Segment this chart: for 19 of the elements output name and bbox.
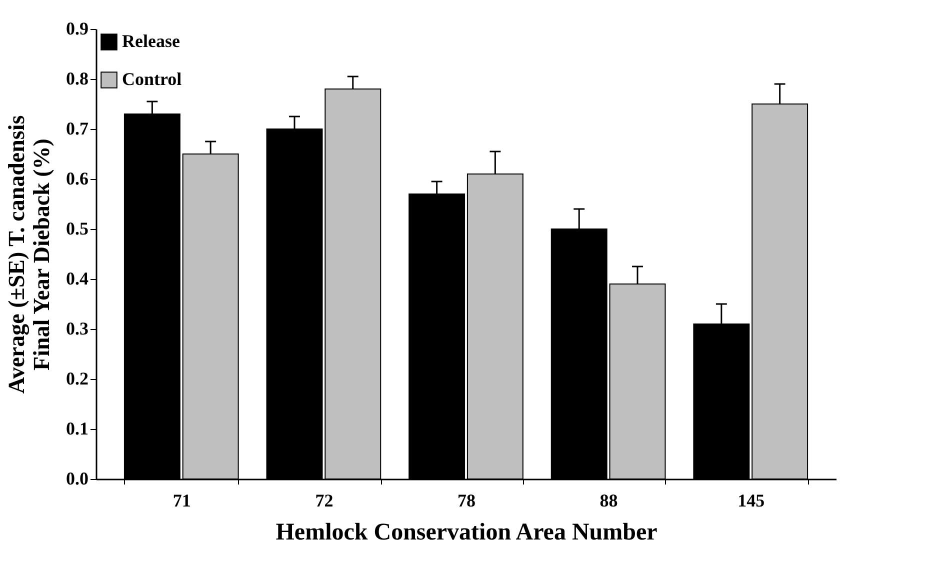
y-tick-label: 0.2 bbox=[66, 368, 88, 388]
x-tick-label: 145 bbox=[738, 490, 765, 510]
y-tick-label: 0.6 bbox=[66, 168, 88, 188]
legend-label: Control bbox=[122, 69, 182, 89]
y-axis-title: Average (±SE) T. canadensis Final Year Dieback (%) bbox=[4, 115, 54, 394]
y-tick-label: 0.9 bbox=[66, 18, 88, 38]
y-tick-label: 0.4 bbox=[66, 268, 88, 288]
y-tick-label: 0.5 bbox=[66, 218, 88, 238]
legend-label: Release bbox=[122, 31, 180, 51]
y-tick-label: 0.8 bbox=[66, 68, 88, 88]
x-tick-label: 88 bbox=[600, 490, 618, 510]
y-tick-label: 0.3 bbox=[66, 318, 88, 338]
x-axis-title: Hemlock Conservation Area Number bbox=[276, 520, 658, 546]
x-tick-label: 78 bbox=[458, 490, 476, 510]
x-tick-label: 71 bbox=[172, 490, 191, 510]
y-tick-label: 0.0 bbox=[66, 468, 88, 488]
x-tick-label: 72 bbox=[315, 490, 334, 510]
y-tick-label: 0.7 bbox=[66, 118, 88, 138]
y-tick-label: 0.1 bbox=[66, 418, 88, 438]
